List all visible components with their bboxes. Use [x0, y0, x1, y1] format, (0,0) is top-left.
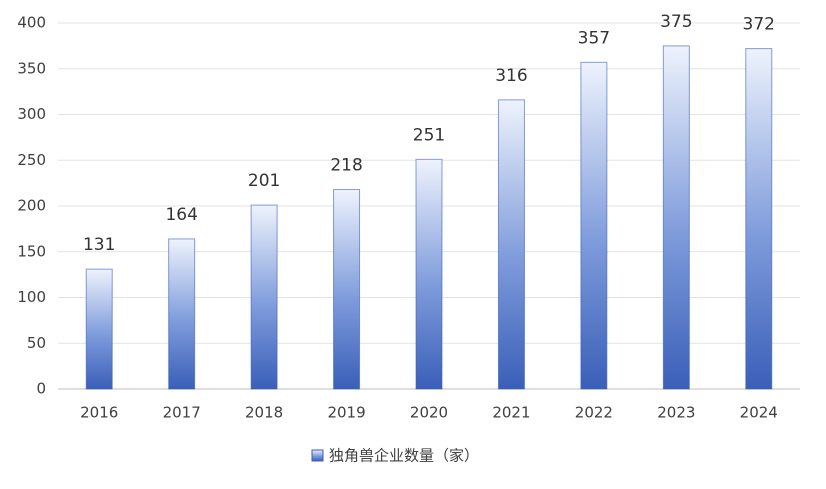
- x-tick-label: 2021: [492, 404, 530, 422]
- x-tick-label: 2024: [740, 404, 778, 422]
- bar: [497, 99, 525, 390]
- data-label: 164: [165, 205, 197, 225]
- y-tick-label: 200: [17, 197, 46, 215]
- data-label: 372: [743, 15, 775, 35]
- y-tick-label: 0: [36, 380, 46, 398]
- bar: [662, 45, 690, 390]
- x-tick-label: 2022: [575, 404, 613, 422]
- y-tick-label: 150: [17, 242, 46, 260]
- data-label: 316: [495, 66, 527, 86]
- x-tick-label: 2023: [657, 404, 695, 422]
- y-tick-label: 250: [17, 151, 46, 169]
- x-tick-label: 2017: [163, 404, 201, 422]
- data-label: 201: [248, 171, 280, 191]
- bar: [745, 48, 773, 390]
- x-tick-label: 2018: [245, 404, 283, 422]
- bar: [250, 204, 278, 390]
- y-tick-label: 100: [17, 288, 46, 306]
- bar: [415, 158, 443, 390]
- bar: [333, 189, 361, 390]
- data-label: 251: [413, 125, 445, 145]
- y-tick-label: 400: [17, 14, 46, 32]
- legend-swatch: [311, 449, 324, 462]
- data-label: 375: [660, 12, 692, 32]
- x-tick-label: 2019: [327, 404, 365, 422]
- y-tick-label: 300: [17, 105, 46, 123]
- y-tick-label: 350: [17, 59, 46, 77]
- data-label: 357: [578, 28, 610, 48]
- bar: [85, 268, 113, 390]
- legend-label: 独角兽企业数量（家）: [329, 447, 479, 465]
- y-tick-label: 50: [27, 334, 46, 352]
- data-label: 131: [83, 235, 115, 255]
- bar: [580, 61, 608, 390]
- data-label: 218: [330, 156, 362, 176]
- x-tick-label: 2016: [80, 404, 118, 422]
- bar: [168, 238, 196, 390]
- x-tick-label: 2020: [410, 404, 448, 422]
